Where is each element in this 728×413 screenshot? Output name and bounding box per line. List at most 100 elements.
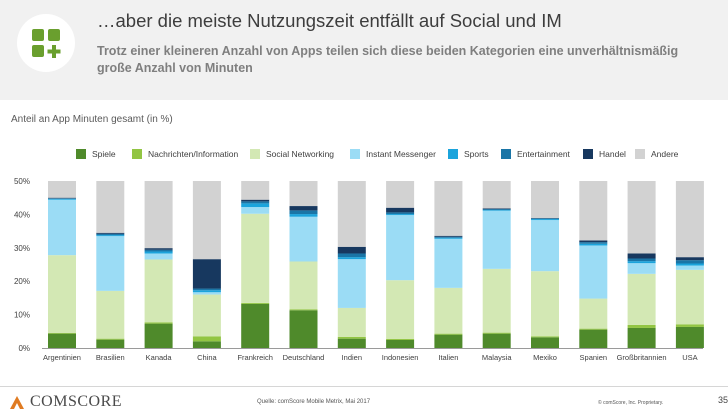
bar-segment (531, 218, 559, 220)
bar-segment (434, 235, 463, 237)
legend-item: Andere (635, 147, 678, 161)
page-number: 35 (718, 395, 728, 405)
bar-segment (337, 246, 366, 254)
bar-segment (289, 216, 318, 262)
bar-segment (337, 307, 366, 337)
bar-segment (482, 268, 511, 333)
bar-segment (627, 261, 656, 264)
legend-item: Sports (448, 147, 489, 161)
bar-segment (531, 336, 559, 338)
legend-item: Spiele (76, 147, 116, 161)
bar-segment (482, 333, 511, 348)
bar-segment (192, 341, 221, 348)
legend-swatch (76, 149, 86, 159)
stacked-bar-chart: 0% 10% 20% 30% 40% 50% Argentinien Brasilien Kan… (14, 177, 704, 362)
bar-segment (144, 323, 173, 348)
bar-segment (48, 198, 76, 200)
bar-segment (192, 290, 221, 293)
page-subtitle: Trotz einer kleineren Anzahl von Apps te… (97, 44, 679, 75)
bar-segment (434, 287, 463, 334)
bar-segment (289, 261, 318, 310)
x-tick-label: Malaysia (482, 353, 512, 362)
bar-segment (627, 181, 656, 254)
bar-segment (579, 181, 608, 241)
bar-segment (627, 253, 656, 259)
category-icon-badge (17, 14, 75, 72)
bar-segment (144, 249, 173, 252)
y-tick-label: 20% (14, 277, 30, 286)
legend-item: Nachrichten/Information (132, 147, 238, 161)
bar-segment (579, 298, 608, 329)
bar-segment (579, 245, 608, 299)
bar-segment (289, 214, 318, 217)
bar-segment (337, 336, 366, 339)
x-tick-label: Mexiko (533, 353, 557, 362)
bar-segment (386, 339, 415, 348)
bar-segment (579, 240, 608, 243)
x-tick-label: Brasilien (96, 353, 125, 362)
bar-segment (482, 332, 511, 334)
x-tick-label: Argentinien (43, 353, 81, 362)
legend-swatch (635, 149, 645, 159)
bar-segment (675, 260, 704, 264)
legend-label: Handel (599, 149, 626, 159)
bar-segment (96, 233, 125, 236)
bar-segment (531, 271, 559, 337)
legend-label: Instant Messenger (366, 149, 436, 159)
bar-segment (96, 181, 125, 233)
bar-segment (241, 302, 270, 304)
bar-segment (434, 333, 463, 335)
bar-segment (482, 210, 511, 211)
bar-segment (48, 255, 76, 333)
x-tick-label: Spanien (580, 353, 608, 362)
bar-segment (144, 251, 173, 254)
bar-segment (192, 259, 221, 289)
bar-segment (192, 292, 221, 295)
legend-label: Nachrichten/Information (148, 149, 239, 159)
legend-label: Sports (464, 149, 489, 159)
bar-segment (241, 199, 270, 202)
y-tick-label: 50% (14, 177, 30, 186)
bar-segment (531, 219, 559, 221)
bar-segment (192, 336, 221, 342)
bar-segment (386, 214, 415, 216)
legend-label: Andere (651, 149, 679, 159)
bar-segment (675, 269, 704, 325)
bar-segment (434, 237, 463, 239)
legend-item: Handel (583, 147, 626, 161)
legend-label: Entertainment (517, 149, 570, 159)
bar-segment (434, 181, 463, 236)
comscore-logo: comScore (8, 392, 122, 412)
legend-swatch (583, 149, 593, 159)
bar-segment (144, 181, 173, 249)
bar-segment (531, 220, 559, 272)
bar-segment (337, 253, 366, 258)
x-tick-label: Indonesien (382, 353, 419, 362)
source-note: Quelle: comScore Mobile Metrix, Mai 2017 (257, 399, 371, 405)
bar-segment (241, 213, 270, 303)
bar-segment (241, 201, 270, 204)
bar-segment (627, 324, 656, 328)
bar-segment (386, 207, 415, 213)
legend-swatch (448, 149, 458, 159)
bar-segment (289, 206, 318, 211)
legend-swatch (350, 149, 360, 159)
bar-segment (289, 181, 318, 207)
bar-segment (96, 290, 125, 339)
bar-segment (675, 257, 704, 261)
bar-segment (386, 181, 415, 208)
x-tick-label: USA (682, 353, 697, 362)
bar-segment (48, 199, 76, 256)
bar-segment (675, 265, 704, 270)
bar-segment (96, 235, 125, 237)
bar-segment (434, 236, 463, 238)
copyright-note: © comScore, Inc. Proprietary. (598, 400, 664, 406)
x-tick-label: Indien (342, 353, 362, 362)
bar-segment (386, 280, 415, 339)
legend-item: Social Networking (250, 147, 334, 161)
bar-segment (289, 309, 318, 311)
y-tick-label: 0% (18, 344, 30, 353)
bar-segment (579, 328, 608, 330)
bar-segment (96, 338, 125, 340)
bar-segment (144, 259, 173, 323)
